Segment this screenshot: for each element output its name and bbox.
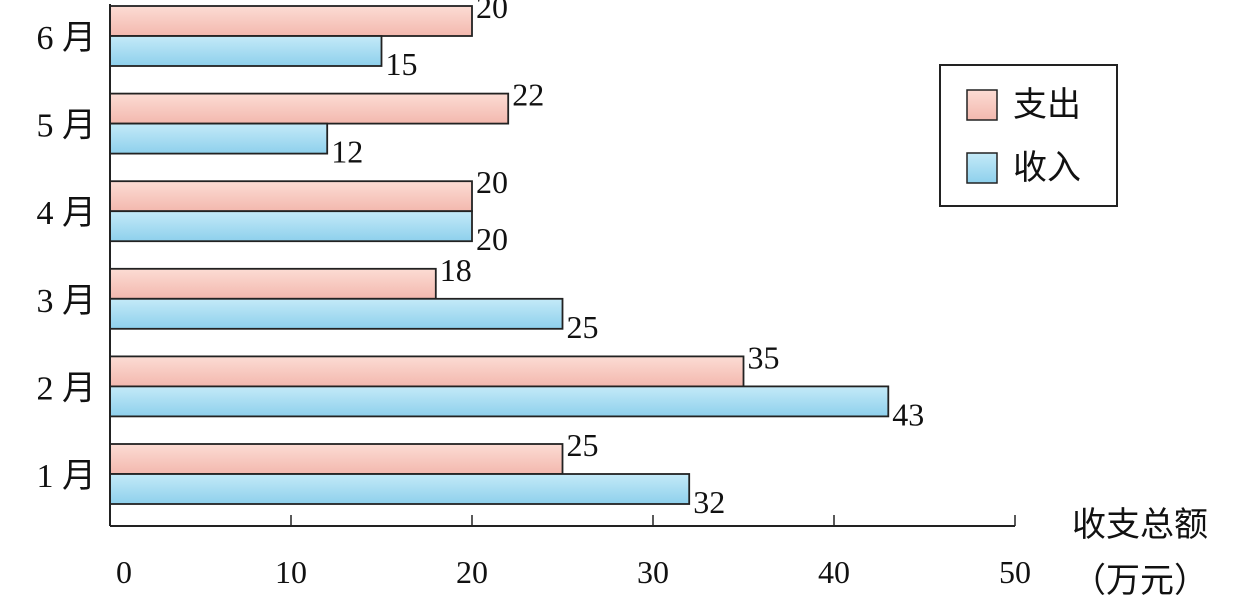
legend: 支出 收入 bbox=[939, 64, 1118, 207]
x-tick-label: 20 bbox=[456, 554, 488, 590]
category-label: 2 月 bbox=[37, 370, 97, 407]
category-label: 6 月 bbox=[37, 20, 97, 57]
bar-income bbox=[109, 473, 691, 505]
bar-value-label-expense: 25 bbox=[567, 427, 599, 463]
bar-value-label-income: 20 bbox=[476, 221, 508, 257]
bar-value-label-expense: 20 bbox=[476, 164, 508, 200]
bar-value-label-income: 15 bbox=[386, 46, 418, 82]
x-tick-label: 40 bbox=[818, 554, 850, 590]
bar-value-label-income: 43 bbox=[892, 396, 924, 432]
bar-expense bbox=[109, 267, 437, 300]
bar-expense bbox=[109, 92, 510, 125]
category-label: 5 月 bbox=[37, 108, 97, 145]
bar-income bbox=[109, 297, 564, 330]
bar-expense bbox=[109, 5, 473, 37]
x-tick-label: 0 bbox=[116, 554, 132, 590]
bar-value-label-income: 25 bbox=[567, 309, 599, 345]
bar-expense bbox=[109, 180, 473, 213]
x-axis-ticks: 0 10 20 30 40 50 bbox=[109, 515, 1031, 590]
bar-income bbox=[109, 35, 383, 67]
x-tick-label: 10 bbox=[275, 554, 307, 590]
bar-expense bbox=[109, 443, 564, 475]
x-axis-title: 收支总额 bbox=[1072, 506, 1208, 544]
bar-expense bbox=[109, 355, 745, 388]
y-axis-categories: 1 月 2 月 3 月 4 月 5 月 6 月 bbox=[37, 20, 97, 495]
legend-label-income: 收入 bbox=[1013, 149, 1081, 187]
legend-swatch-income bbox=[966, 152, 998, 184]
x-tick-label: 30 bbox=[637, 554, 669, 590]
bar-income bbox=[109, 210, 473, 243]
bar-value-label-expense: 35 bbox=[748, 339, 780, 375]
bar-income bbox=[109, 385, 890, 418]
bar-value-labels: 25 32 35 43 18 25 20 20 22 12 20 15 bbox=[331, 0, 924, 520]
category-label: 3 月 bbox=[37, 283, 97, 320]
bar-value-label-expense: 20 bbox=[476, 0, 508, 25]
x-tick-label: 50 bbox=[999, 554, 1031, 590]
category-label: 4 月 bbox=[37, 195, 97, 232]
bar-value-label-income: 32 bbox=[693, 484, 725, 520]
bar-income bbox=[109, 122, 329, 155]
x-axis-unit: （万元） bbox=[1072, 562, 1208, 600]
bar-value-label-income: 12 bbox=[331, 134, 363, 170]
legend-swatch-expense bbox=[966, 89, 998, 121]
bars bbox=[109, 5, 890, 505]
legend-label-expense: 支出 bbox=[1013, 86, 1081, 124]
category-label: 1 月 bbox=[37, 458, 97, 495]
bar-value-label-expense: 22 bbox=[512, 77, 544, 113]
bar-value-label-expense: 18 bbox=[440, 252, 472, 288]
